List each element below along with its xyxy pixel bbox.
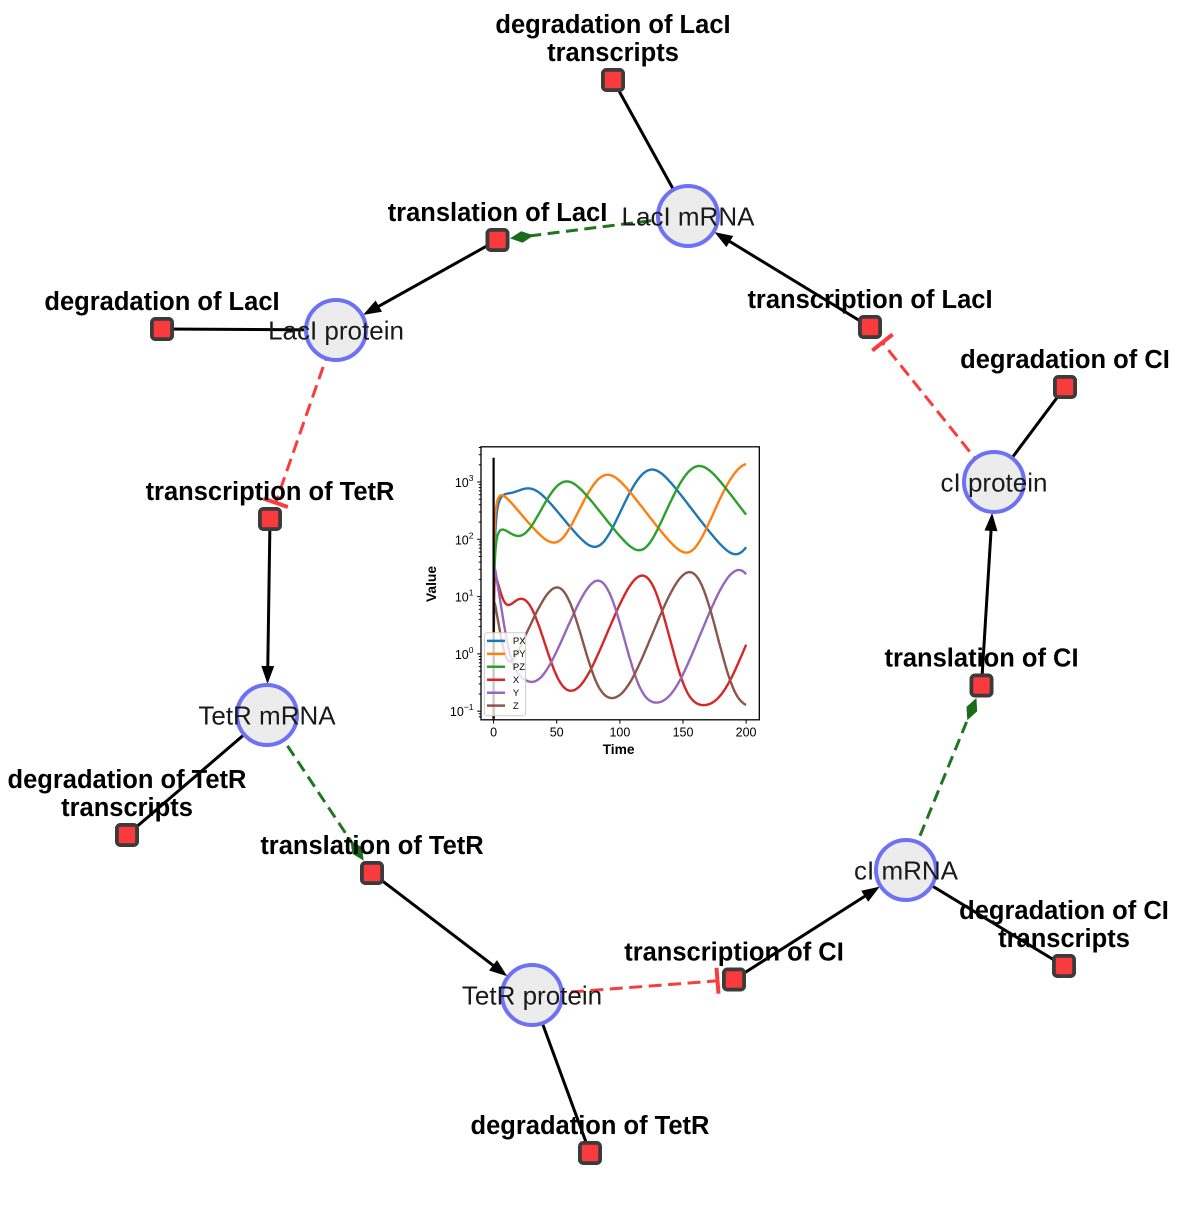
svg-text:degradation of TetR: degradation of TetR <box>8 766 247 794</box>
svg-text:LacI mRNA: LacI mRNA <box>622 202 756 232</box>
svg-text:cI mRNA: cI mRNA <box>854 856 959 886</box>
svg-text:cI protein: cI protein <box>941 468 1048 498</box>
svg-text:LacI protein: LacI protein <box>268 316 404 346</box>
svg-text:Value: Value <box>424 566 439 602</box>
svg-text:degradation of LacI: degradation of LacI <box>44 288 279 316</box>
svg-text:150: 150 <box>673 725 694 739</box>
svg-text:X: X <box>513 675 520 686</box>
svg-text:PZ: PZ <box>513 662 525 673</box>
svg-text:Y: Y <box>513 688 520 699</box>
svg-text:transcription of LacI: transcription of LacI <box>747 286 992 314</box>
svg-text:translation of CI: translation of CI <box>884 645 1078 673</box>
svg-text:degradation of CI: degradation of CI <box>960 346 1170 374</box>
svg-text:transcripts: transcripts <box>61 794 193 822</box>
svg-text:transcripts: transcripts <box>998 925 1130 953</box>
svg-text:PY: PY <box>513 649 526 660</box>
svg-text:transcription of CI: transcription of CI <box>624 939 844 967</box>
svg-text:TetR mRNA: TetR mRNA <box>198 701 336 731</box>
svg-text:translation of TetR: translation of TetR <box>260 832 483 860</box>
svg-text:degradation of TetR: degradation of TetR <box>471 1112 710 1140</box>
svg-text:50: 50 <box>550 725 564 739</box>
svg-text:transcripts: transcripts <box>547 39 679 67</box>
svg-text:100: 100 <box>609 725 630 739</box>
svg-text:TetR protein: TetR protein <box>462 981 602 1011</box>
svg-text:Time: Time <box>603 742 635 757</box>
svg-text:PX: PX <box>513 636 526 647</box>
svg-text:0: 0 <box>490 725 497 739</box>
svg-text:transcription of TetR: transcription of TetR <box>146 478 395 506</box>
svg-text:Z: Z <box>513 701 519 712</box>
svg-text:200: 200 <box>736 725 757 739</box>
svg-text:degradation of LacI: degradation of LacI <box>495 11 730 39</box>
svg-text:translation of LacI: translation of LacI <box>388 199 608 227</box>
svg-text:degradation of CI: degradation of CI <box>959 897 1169 925</box>
